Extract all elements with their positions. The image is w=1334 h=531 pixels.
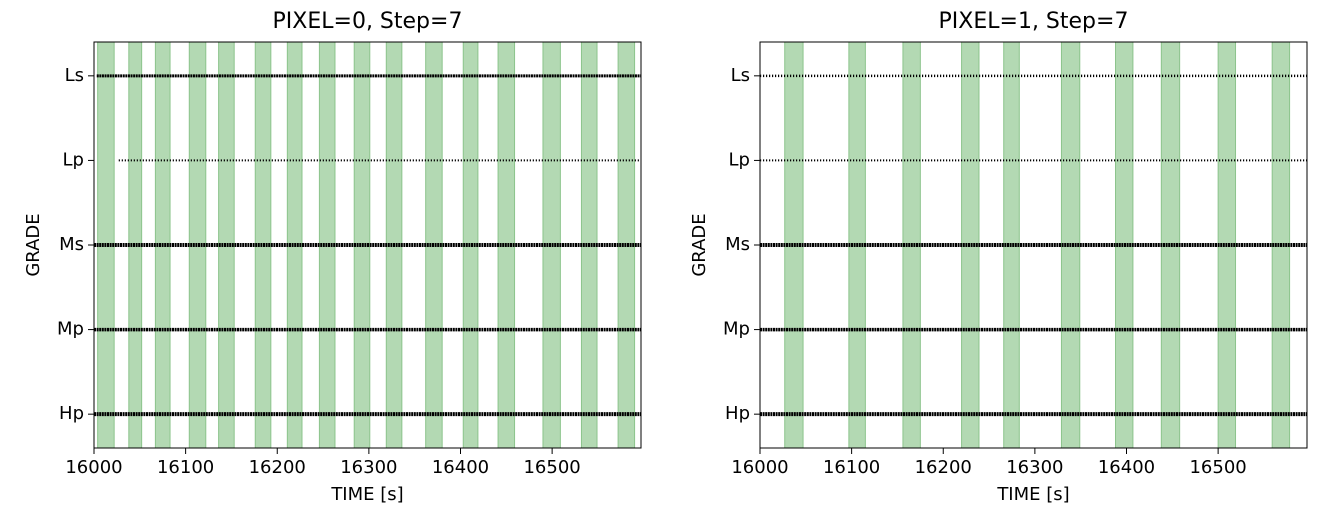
x-tick-label: 16000 <box>731 457 788 478</box>
y-tick-label: Ms <box>725 234 750 255</box>
x-tick-label: 16500 <box>1189 457 1246 478</box>
axes-frame <box>93 41 642 449</box>
y-axis-label: GRADE <box>23 213 44 276</box>
y-tick-label: Ms <box>59 234 84 255</box>
axes-frame <box>759 41 1308 449</box>
shaded-span <box>462 41 479 449</box>
y-tick-label: Hp <box>59 403 84 424</box>
x-tick-label: 16100 <box>157 457 214 478</box>
y-tick-label: Ls <box>65 65 84 86</box>
x-tick-label: 16000 <box>65 457 122 478</box>
x-tick-label: 16500 <box>523 457 580 478</box>
x-axis-label: TIME [s] <box>330 484 403 505</box>
y-tick-label: Mp <box>57 319 84 340</box>
x-tick-label: 16400 <box>1098 457 1155 478</box>
chart-title: PIXEL=1, Step=7 <box>939 9 1129 34</box>
x-tick-label: 16200 <box>249 457 306 478</box>
x-tick-label: 16100 <box>823 457 880 478</box>
x-tick-label: 16300 <box>1006 457 1063 478</box>
y-tick-label: Lp <box>63 149 84 170</box>
chart-title: PIXEL=0, Step=7 <box>273 9 463 34</box>
y-tick-label: Mp <box>723 319 750 340</box>
x-tick-label: 16200 <box>915 457 972 478</box>
y-tick-label: Hp <box>725 403 750 424</box>
x-tick-label: 16300 <box>340 457 397 478</box>
x-tick-label: 16400 <box>432 457 489 478</box>
y-tick-label: Lp <box>729 149 750 170</box>
y-tick-label: Ls <box>731 65 750 86</box>
y-axis-label: GRADE <box>689 213 710 276</box>
x-axis-label: TIME [s] <box>996 484 1069 505</box>
